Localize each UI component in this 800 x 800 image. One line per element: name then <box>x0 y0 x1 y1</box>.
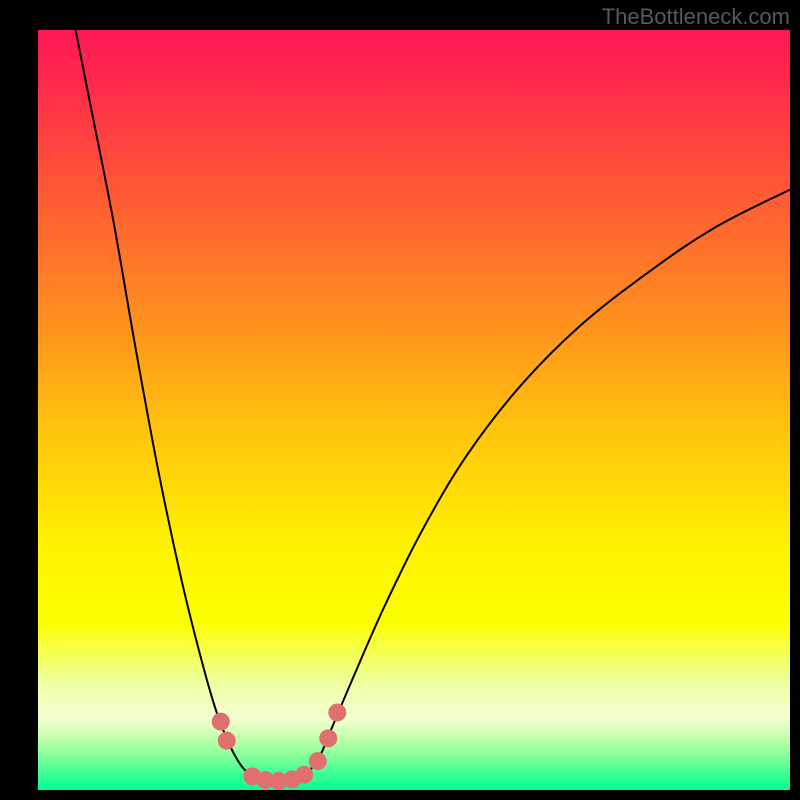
gradient-background <box>38 30 790 790</box>
watermark-text: TheBottleneck.com <box>602 4 790 30</box>
curve-marker <box>295 766 313 784</box>
curve-marker <box>309 752 327 770</box>
bottleneck-chart <box>38 30 790 790</box>
curve-marker <box>319 729 337 747</box>
curve-marker <box>218 732 236 750</box>
curve-marker <box>212 713 230 731</box>
plot-area <box>38 30 790 790</box>
outer-frame: TheBottleneck.com <box>0 0 800 800</box>
curve-marker <box>328 703 346 721</box>
